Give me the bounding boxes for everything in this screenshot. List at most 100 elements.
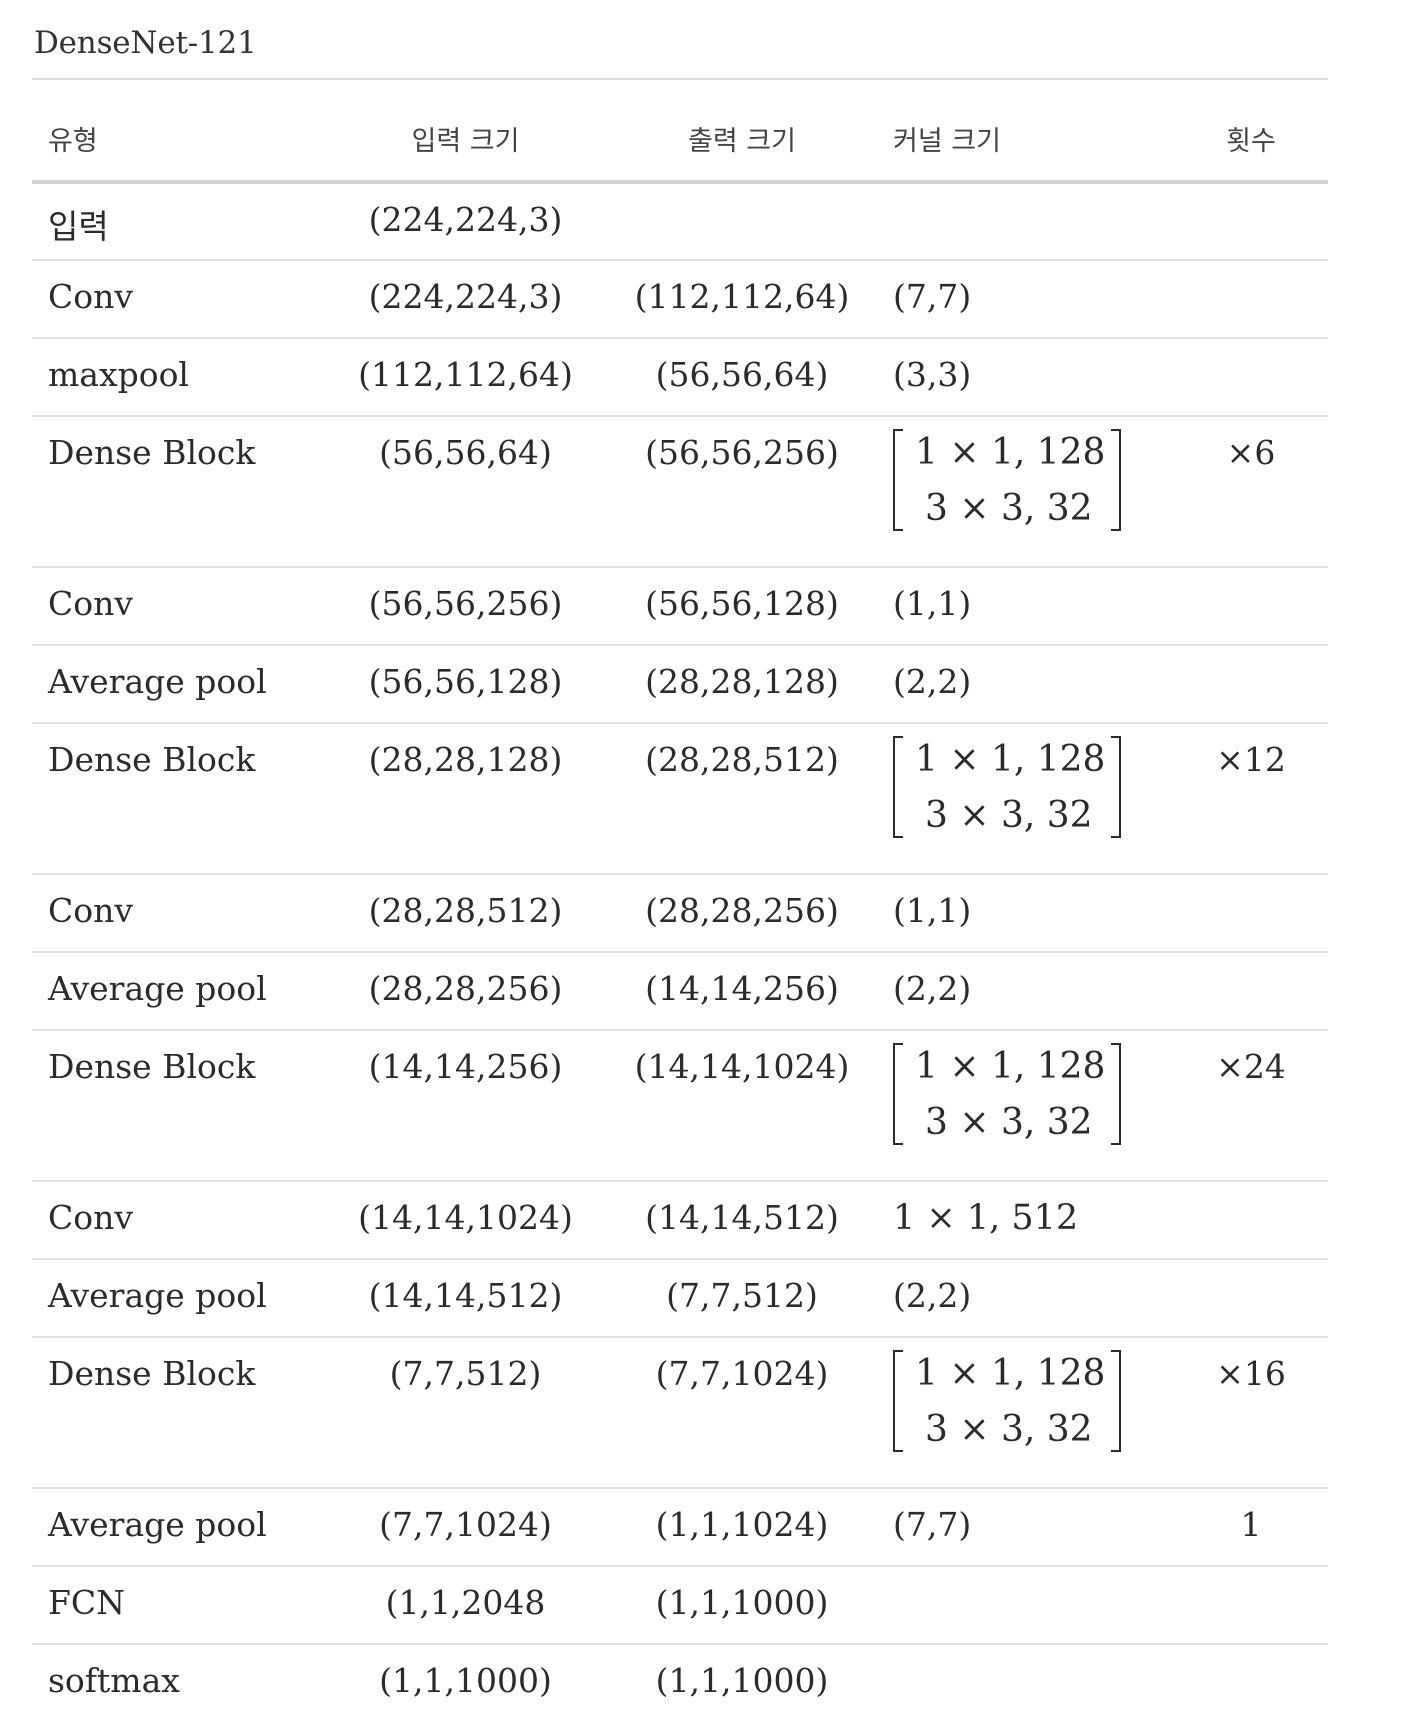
left-bracket (893, 736, 903, 838)
table-row: Conv (56,56,256) (56,56,128) (1,1) (32, 567, 1328, 646)
cell-repeats (1174, 952, 1328, 1031)
cell-input-size: (14,14,1024) (328, 1181, 603, 1260)
column-header-type: 유형 (32, 80, 328, 184)
table-body: 입력 (224,224,3) Conv (224,224,3) (112,112… (32, 182, 1328, 1722)
cell-type: Conv (32, 260, 328, 339)
cell-kernel-size: 1 × 1, 512 (881, 1181, 1174, 1260)
cell-repeats: ×6 (1174, 416, 1328, 568)
cell-input-size: (1,1,2048 (328, 1566, 603, 1645)
cell-type: FCN (32, 1566, 328, 1645)
table-row: Average pool (7,7,1024) (1,1,1024) (7,7)… (32, 1488, 1328, 1567)
matrix-row: 3 × 3, 32 (925, 795, 1093, 836)
kernel-matrix: 1 × 1, 128 3 × 3, 32 (893, 1346, 1122, 1458)
cell-repeats (1174, 567, 1328, 646)
cell-output-size: (7,7,512) (603, 1259, 881, 1338)
cell-kernel-size: 1 × 1, 128 3 × 3, 32 (881, 723, 1174, 875)
matrix-row: 3 × 3, 32 (925, 488, 1093, 529)
matrix-row: 1 × 1, 128 (915, 1353, 1106, 1394)
cell-input-size: (224,224,3) (328, 260, 603, 339)
cell-input-size: (7,7,1024) (328, 1488, 603, 1567)
table-row: FCN (1,1,2048 (1,1,1000) (32, 1566, 1328, 1645)
cell-type: Dense Block (32, 723, 328, 875)
cell-output-size: (28,28,128) (603, 645, 881, 724)
cell-output-size (603, 182, 881, 261)
cell-type: Average pool (32, 952, 328, 1031)
right-bracket (1111, 736, 1122, 838)
cell-output-size: (1,1,1024) (603, 1488, 881, 1567)
matrix-row: 3 × 3, 32 (925, 1102, 1093, 1143)
cell-repeats: ×12 (1174, 723, 1328, 875)
document: DenseNet-121 유형 입력 크기 출력 크기 커널 크기 횟수 입력 … (32, 0, 1328, 1722)
cell-repeats: 1 (1174, 1488, 1328, 1567)
kernel-matrix: 1 × 1, 128 3 × 3, 32 (893, 425, 1122, 537)
matrix-row: 1 × 1, 128 (915, 739, 1106, 780)
cell-output-size: (1,1,1000) (655, 1661, 829, 1700)
cell-type: maxpool (32, 338, 328, 417)
left-bracket (893, 1043, 903, 1145)
table-row-dense-block: Dense Block (7,7,512) (7,7,1024) 1 × 1, … (32, 1337, 1328, 1489)
cell-input-size: (28,28,256) (328, 952, 603, 1031)
cell-output-size: (14,14,512) (603, 1181, 881, 1260)
kernel-matrix: 1 × 1, 128 3 × 3, 32 (893, 732, 1122, 844)
cell-repeats (1174, 874, 1328, 953)
cell-type: Dense Block (32, 416, 328, 568)
cell-kernel-size: (1,1) (881, 874, 1174, 953)
cell-type: Average pool (32, 1259, 328, 1338)
cell-kernel-size: (7,7) (881, 260, 1174, 339)
cell-kernel-size: (2,2) (881, 645, 1174, 724)
cell-repeats (1174, 338, 1328, 417)
cell-input-size: (28,28,128) (328, 723, 603, 875)
table-row: 입력 (224,224,3) (32, 182, 1328, 261)
cell-repeats (1174, 260, 1328, 339)
column-header-input-size: 입력 크기 (328, 80, 603, 184)
kernel-matrix: 1 × 1, 128 3 × 3, 32 (893, 1039, 1122, 1151)
header-row: 유형 입력 크기 출력 크기 커널 크기 횟수 (32, 80, 1328, 184)
table-row: Average pool (56,56,128) (28,28,128) (2,… (32, 645, 1328, 724)
cell-kernel-size: (2,2) (881, 952, 1174, 1031)
cell-input-size: (14,14,512) (328, 1259, 603, 1338)
cell-input-size: (56,56,128) (328, 645, 603, 724)
cell-repeats: ×16 (1174, 1337, 1328, 1489)
table-row: Conv (28,28,512) (28,28,256) (1,1) (32, 874, 1328, 953)
cell-type: Average pool (32, 645, 328, 724)
cell-type: 입력 (32, 182, 328, 261)
cell-kernel-size (881, 1644, 1174, 1722)
cell-kernel-size: (3,3) (881, 338, 1174, 417)
cell-output-size: (56,56,128) (603, 567, 881, 646)
cell-output-size: (14,14,256) (603, 952, 881, 1031)
right-bracket (1111, 429, 1122, 531)
table-row: Average pool (28,28,256) (14,14,256) (2,… (32, 952, 1328, 1031)
cell-kernel-size: 1 × 1, 128 3 × 3, 32 (881, 1030, 1174, 1182)
table-row: Conv (14,14,1024) (14,14,512) 1 × 1, 512 (32, 1181, 1328, 1260)
matrix-row: 3 × 3, 32 (925, 1409, 1093, 1450)
cell-output-size: (7,7,1024) (603, 1337, 881, 1489)
cell-kernel-size: 1 × 1, 128 3 × 3, 32 (881, 416, 1174, 568)
cell-type: Average pool (32, 1488, 328, 1567)
cell-input-size: (112,112,64) (328, 338, 603, 417)
table-row-dense-block: Dense Block (56,56,64) (56,56,256) 1 × 1… (32, 416, 1328, 568)
cell-output-size: (28,28,512) (603, 723, 881, 875)
cell-type: softmax (48, 1661, 180, 1700)
table-row: softmax (1,1,1000) (1,1,1000) (32, 1644, 1328, 1722)
table-header: 유형 입력 크기 출력 크기 커널 크기 횟수 (32, 80, 1328, 184)
densenet-architecture-table: 유형 입력 크기 출력 크기 커널 크기 횟수 입력 (224,224,3) C… (32, 80, 1328, 1722)
cell-type: Dense Block (32, 1030, 328, 1182)
cell-output-size: (112,112,64) (603, 260, 881, 339)
table-row: Average pool (14,14,512) (7,7,512) (2,2) (32, 1259, 1328, 1338)
matrix-row: 1 × 1, 128 (915, 1046, 1106, 1087)
right-bracket (1111, 1350, 1122, 1452)
column-header-repeats: 횟수 (1174, 80, 1328, 184)
cell-kernel-size: 1 × 1, 128 3 × 3, 32 (881, 1337, 1174, 1489)
left-bracket (893, 1350, 903, 1452)
cell-input-size: (7,7,512) (328, 1337, 603, 1489)
table-row-dense-block: Dense Block (14,14,256) (14,14,1024) 1 ×… (32, 1030, 1328, 1182)
column-header-output-size: 출력 크기 (603, 80, 881, 184)
cell-repeats (1174, 645, 1328, 724)
cell-type: Dense Block (32, 1337, 328, 1489)
cell-repeats (1174, 182, 1328, 261)
cell-input-size: (224,224,3) (328, 182, 603, 261)
cell-repeats (1174, 1259, 1328, 1338)
column-header-kernel-size: 커널 크기 (881, 80, 1174, 184)
matrix-row: 1 × 1, 128 (915, 432, 1106, 473)
cell-repeats: ×24 (1174, 1030, 1328, 1182)
